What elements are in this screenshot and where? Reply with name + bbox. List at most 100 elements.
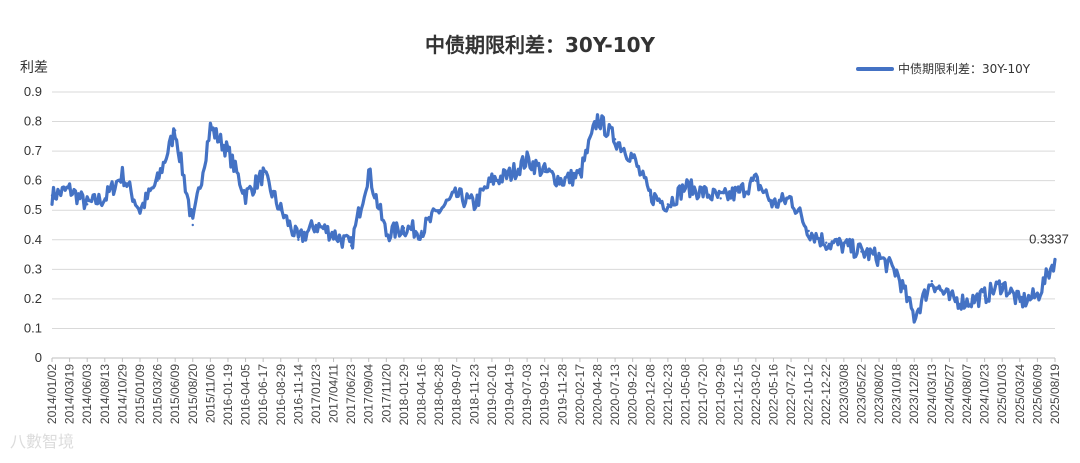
data-point — [666, 203, 670, 206]
x-tick-label: 2021-05-08 — [678, 364, 692, 426]
y-tick-label: 0.8 — [24, 114, 42, 129]
legend[interactable]: 中债期限利差：30Y-10Y — [856, 61, 1031, 76]
x-tick-label: 2022-05-16 — [766, 364, 780, 426]
x-tick-label: 2025/01/03 — [995, 364, 1009, 424]
y-axis-label: 利差 — [20, 60, 48, 76]
data-point — [684, 185, 687, 188]
data-point — [473, 203, 476, 206]
data-point — [613, 138, 617, 141]
x-tick-label: 2020-07-13 — [608, 364, 622, 426]
grid — [52, 91, 1055, 359]
data-point — [103, 197, 106, 200]
x-tick-label: 2020-09-22 — [626, 364, 640, 426]
x-tick-label: 2017/01/23 — [309, 364, 323, 424]
x-tick-label: 2016-04-05 — [239, 364, 253, 426]
data-point — [279, 209, 282, 212]
y-tick-label: 0.9 — [24, 84, 42, 99]
x-tick-label: 2023/03/08 — [837, 364, 851, 424]
data-point — [367, 170, 370, 173]
data-point — [948, 297, 951, 301]
x-tick-label: 2022-10-12 — [802, 364, 816, 426]
data-point — [138, 209, 142, 212]
data-point — [913, 315, 916, 318]
data-point — [543, 170, 546, 173]
data-point — [121, 173, 124, 176]
data-point — [596, 117, 599, 120]
data-point — [490, 179, 494, 182]
x-tick-label: 2015/01/09 — [133, 364, 147, 424]
x-tick-label: 2024/03/13 — [925, 364, 939, 424]
data-point — [578, 173, 582, 176]
x-tick-label: 2024/10/23 — [978, 364, 992, 424]
x-tick-label: 2019-04-19 — [503, 364, 517, 426]
watermark: 八數智境 — [10, 432, 74, 451]
data-point — [437, 209, 441, 212]
data-point — [649, 194, 652, 197]
data-point — [701, 191, 705, 194]
data-point — [68, 188, 71, 191]
data-point — [754, 179, 758, 182]
data-point — [825, 241, 828, 244]
x-tick-label: 2020-02-17 — [573, 364, 587, 426]
data-point — [156, 179, 159, 182]
x-tick-label: 2023/10/18 — [890, 364, 904, 424]
x-tick-label: 2019-02-01 — [485, 364, 499, 426]
x-tick-label: 2020-04-28 — [590, 364, 604, 426]
data-point — [1018, 300, 1022, 304]
data-point — [842, 244, 846, 247]
data-point — [1001, 282, 1004, 286]
x-tick-label: 2016-08-29 — [274, 364, 288, 426]
data-point — [349, 244, 353, 247]
x-tick-label: 2025/08/19 — [1048, 364, 1062, 424]
data-point — [50, 194, 54, 197]
x-tick-label: 2023/05/22 — [854, 364, 868, 424]
series-layer — [50, 113, 1057, 324]
last-value-annotation: 0.3337 — [1029, 231, 1069, 246]
data-point — [895, 271, 898, 274]
data-point — [261, 173, 265, 176]
x-tick-label: 2022-12-22 — [819, 364, 833, 426]
x-tick-label: 2015/06/09 — [168, 364, 182, 424]
x-tick-label: 2025/06/09 — [1030, 364, 1044, 424]
data-point — [402, 226, 406, 230]
x-tick-label: 2021-12-15 — [731, 364, 745, 426]
chart-title: 中债期限利差：30Y-10Y — [425, 33, 656, 57]
x-tick-label: 2023/08/02 — [872, 364, 886, 424]
data-point — [807, 229, 810, 233]
data-point — [1036, 294, 1039, 298]
y-tick-label: 0.7 — [24, 143, 42, 158]
x-tick-label: 2025/03/24 — [1013, 364, 1027, 424]
y-axis-ticks: 0 0.1 0.2 0.3 0.4 0.5 0.6 0.7 0.8 0.9 — [24, 84, 42, 365]
data-point — [332, 232, 335, 236]
x-tick-label: 2019-09-12 — [538, 364, 552, 426]
x-tick-label: 2022-07-27 — [784, 364, 798, 426]
x-tick-label: 2018-04-16 — [415, 364, 429, 426]
data-point — [314, 223, 318, 227]
data-point — [561, 179, 564, 182]
data-point — [297, 238, 300, 241]
y-tick-label: 0.3 — [24, 261, 42, 276]
x-tick-label: 2018-09-07 — [450, 364, 464, 426]
x-tick-label: 2014/03/19 — [63, 364, 77, 424]
x-tick-label: 2014/06/03 — [80, 364, 94, 424]
data-point — [772, 203, 775, 206]
legend-label: 中债期限利差：30Y-10Y — [898, 61, 1031, 76]
y-tick-label: 0.1 — [24, 320, 42, 335]
x-tick-label: 2017/11/20 — [379, 364, 393, 423]
series-line — [50, 113, 1057, 324]
data-point — [983, 294, 986, 298]
x-tick-label: 2015/11/06 — [203, 364, 217, 423]
x-tick-label: 2021-02-23 — [661, 364, 675, 426]
x-tick-label: 2024/08/07 — [960, 364, 974, 424]
y-tick-label: 0.5 — [24, 202, 42, 217]
x-tick-label: 2015/08/20 — [186, 364, 200, 424]
x-tick-label: 2024/05/27 — [942, 364, 956, 424]
data-point — [85, 203, 89, 206]
data-point — [631, 155, 634, 159]
x-tick-label: 2021-07-20 — [696, 364, 710, 426]
x-tick-label: 2016-06-17 — [256, 364, 270, 426]
data-point — [244, 194, 247, 197]
x-tick-label: 2014/01/02 — [45, 364, 59, 424]
